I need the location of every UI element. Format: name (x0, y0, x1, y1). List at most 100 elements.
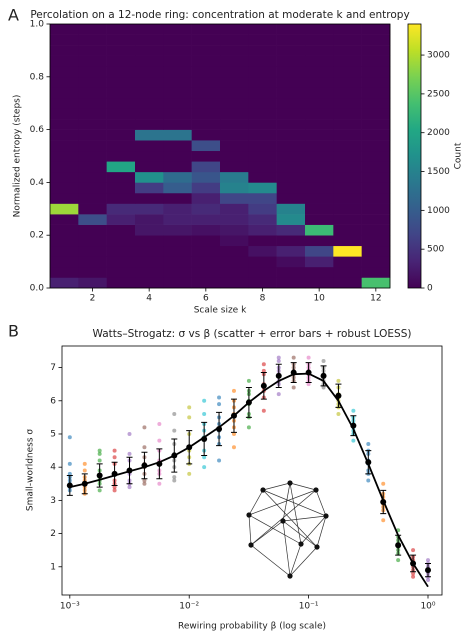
scatter-point (67, 435, 72, 440)
scatter-point (202, 465, 207, 470)
heatmap-cell (361, 76, 391, 88)
scatter-point (425, 558, 430, 563)
heatmap-cell (50, 224, 79, 236)
heatmap-cell (163, 55, 192, 67)
heatmap-cell (106, 87, 136, 99)
heatmap-cell (191, 97, 221, 109)
mean-point (66, 482, 73, 489)
scatter-point (366, 478, 371, 483)
scatter-point (142, 425, 147, 430)
heatmap-cell (135, 224, 164, 236)
heatmap-cell (106, 34, 136, 46)
heatmap-cell (78, 66, 107, 78)
scatter-point (381, 518, 386, 523)
heatmap-cell (248, 97, 277, 109)
heatmap-cell (163, 214, 192, 225)
heatmap-cell (106, 66, 136, 78)
mean-point (320, 372, 327, 379)
heatmap-cell (305, 224, 334, 236)
x-tick-label: 10⁰ (420, 602, 435, 612)
heatmap-cell (50, 214, 79, 225)
y-tick-label: 1.0 (30, 20, 45, 30)
heatmap-cell (276, 203, 306, 215)
scatter-point (157, 438, 162, 443)
scatter-point (336, 378, 341, 383)
heatmap-cell (305, 87, 334, 99)
heatmap-cell (220, 171, 249, 183)
heatmap-cell (106, 192, 136, 204)
scatter-point (231, 445, 236, 450)
heatmap-cell (305, 140, 334, 152)
heatmap-cell (106, 245, 136, 257)
heatmap-cell (78, 129, 107, 141)
heatmap-cell (163, 97, 192, 109)
heatmap-cell (106, 182, 136, 194)
heatmap-cell (305, 150, 334, 162)
heatmap-cell (361, 161, 391, 173)
mean-point (171, 452, 178, 459)
y-tick-label: 4 (50, 463, 56, 473)
heatmap-cell (163, 192, 192, 204)
heatmap-cell (361, 256, 391, 268)
heatmap-cell (305, 97, 334, 109)
scatter-point (276, 355, 281, 360)
heatmap-cell (191, 192, 221, 204)
heatmap-cell (191, 235, 221, 247)
heatmap-cell (361, 140, 391, 152)
heatmap-cell (248, 34, 277, 46)
heatmap-cell (361, 97, 391, 109)
scatter-point (127, 431, 132, 436)
heatmap-cell (106, 277, 136, 289)
heatmap-cell (163, 277, 192, 289)
heatmap-cell (163, 161, 192, 173)
heatmap-cell (78, 235, 107, 247)
mean-point (186, 444, 193, 451)
heatmap-cell (361, 34, 391, 46)
heatmap-cell (248, 171, 277, 183)
heatmap-cell (78, 108, 107, 120)
heatmap-cell (78, 256, 107, 268)
y-tick-label: 6 (50, 396, 56, 406)
heatmap-cell (50, 277, 79, 289)
y-tick-label: 7 (50, 363, 56, 373)
colorbar-tick-label: 1500 (427, 167, 450, 177)
heatmap-cell (78, 203, 107, 215)
heatmap-cell (191, 171, 221, 183)
heatmap-cell (333, 224, 362, 236)
heatmap-cell (220, 55, 249, 67)
heatmap-cell (220, 192, 249, 204)
heatmap-cell (276, 171, 306, 183)
heatmap-cell (163, 245, 192, 257)
mean-point (245, 399, 252, 406)
heatmap-cell (248, 87, 277, 99)
heatmap-cell (276, 245, 306, 257)
heatmap-cell (191, 224, 221, 236)
scatter-point (112, 455, 117, 460)
heatmap-cell (135, 161, 164, 173)
x-tick-label: 10⁻² (179, 602, 199, 612)
mean-point (365, 459, 372, 466)
y-tick-label: 2 (50, 529, 56, 539)
heatmap-cell (50, 76, 79, 88)
heatmap-cell (163, 76, 192, 88)
heatmap-cell (220, 66, 249, 78)
heatmap-cell (50, 150, 79, 162)
heatmap-cell (248, 66, 277, 78)
heatmap-cell (163, 266, 192, 278)
heatmap-cell (361, 150, 391, 162)
heatmap-cell (163, 171, 192, 183)
heatmap-cell (78, 76, 107, 88)
heatmap-cell (78, 140, 107, 152)
heatmap-cell (305, 256, 334, 268)
heatmap-cell (191, 266, 221, 278)
heatmap-cell (248, 108, 277, 120)
heatmap-cell (135, 129, 164, 141)
scatter-point (276, 358, 281, 363)
heatmap-cell (305, 161, 334, 173)
heatmap-cell (191, 24, 221, 35)
heatmap-cell (305, 55, 334, 67)
heatmap-cell (220, 24, 249, 35)
x-tick-label: 10 (313, 294, 325, 304)
heatmap-cell (163, 119, 192, 130)
